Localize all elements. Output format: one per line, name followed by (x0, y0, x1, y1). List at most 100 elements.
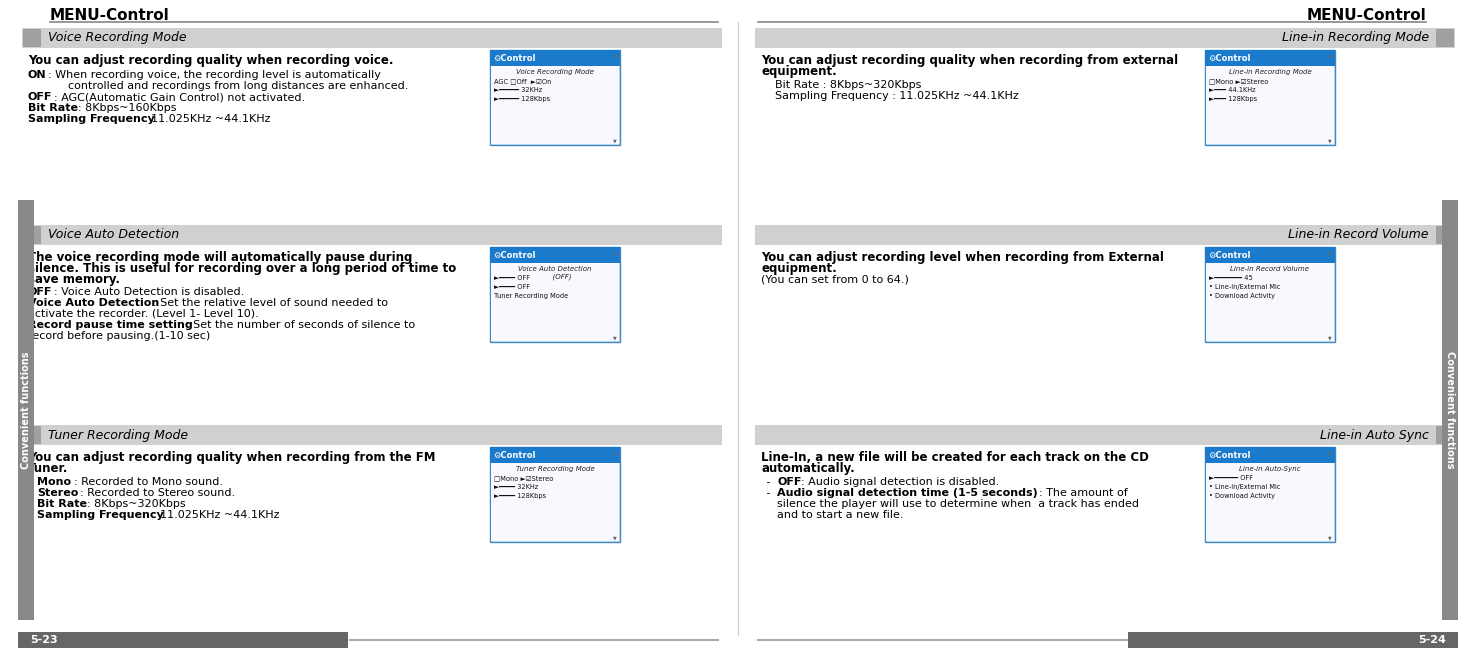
Bar (490, 50, 620, 66)
Text: : When recording voice, the recording level is automatically: : When recording voice, the recording le… (49, 70, 381, 80)
Text: ▼: ▼ (613, 535, 617, 540)
Bar (492, 463, 618, 541)
Bar (22, 425, 722, 445)
Text: : Recorded to Stereo sound.: : Recorded to Stereo sound. (80, 488, 235, 498)
Text: ▼: ▼ (613, 335, 617, 340)
Bar (1204, 50, 1334, 66)
Text: Line-In, a new file will be created for each track on the CD: Line-In, a new file will be created for … (762, 451, 1148, 464)
Text: You can adjust recording quality when recording from external: You can adjust recording quality when re… (762, 54, 1178, 67)
Text: controlled and recordings from long distances are enhanced.: controlled and recordings from long dist… (68, 81, 409, 91)
Text: (You can set from 0 to 64.): (You can set from 0 to 64.) (762, 275, 909, 285)
Text: ►━━━━━ 128Kbps: ►━━━━━ 128Kbps (494, 96, 551, 102)
Text: OFF: OFF (28, 92, 52, 102)
Text: : Set the number of seconds of silence to: : Set the number of seconds of silence t… (186, 320, 415, 330)
Text: You can adjust recording quality when recording voice.: You can adjust recording quality when re… (28, 54, 394, 67)
Bar (490, 247, 620, 342)
Text: : AGC(Automatic Gain Control) not activated.: : AGC(Automatic Gain Control) not activa… (55, 92, 306, 102)
Text: ▼: ▼ (613, 138, 617, 143)
Text: silence the player will use to determine when  a track has ended: silence the player will use to determine… (776, 499, 1139, 509)
Text: Tuner.: Tuner. (28, 462, 68, 475)
Bar (756, 225, 1455, 245)
Text: ►━━━━ OFF: ►━━━━ OFF (494, 284, 530, 290)
Bar (18, 632, 348, 648)
Text: : Audio signal detection is disabled.: : Audio signal detection is disabled. (801, 477, 999, 487)
Text: ▲: ▲ (613, 449, 617, 454)
Text: ⚙Control: ⚙Control (1207, 451, 1250, 460)
Text: Line-in Recording Mode: Line-in Recording Mode (1281, 31, 1429, 44)
Text: ►━━━━ OFF: ►━━━━ OFF (494, 275, 530, 281)
Text: Convenient functions: Convenient functions (21, 351, 31, 469)
Text: Voice Auto Detection: Voice Auto Detection (49, 228, 179, 241)
Text: Voice Auto Detection: Voice Auto Detection (28, 298, 159, 308)
Text: MENU-Control: MENU-Control (50, 8, 170, 23)
Text: Sampling Frequency: Sampling Frequency (37, 510, 164, 520)
Text: equipment.: equipment. (762, 65, 837, 78)
Text: Tuner Recording Mode: Tuner Recording Mode (494, 293, 568, 299)
Bar (1206, 263, 1334, 341)
Text: Audio signal detection time (1-5 seconds): Audio signal detection time (1-5 seconds… (776, 488, 1038, 498)
Text: : 11.025KHz ~44.1KHz: : 11.025KHz ~44.1KHz (145, 114, 270, 124)
FancyBboxPatch shape (24, 426, 41, 444)
Bar (1128, 632, 1458, 648)
Text: ▲: ▲ (613, 249, 617, 254)
Text: : Recorded to Mono sound.: : Recorded to Mono sound. (74, 477, 223, 487)
Text: □Mono ►☑Stereo: □Mono ►☑Stereo (1209, 78, 1268, 84)
Bar (22, 225, 722, 245)
Text: Line-in Auto-Sync: Line-in Auto-Sync (1240, 466, 1300, 472)
Bar (1204, 447, 1334, 542)
Text: ►━━━━ 32KHz: ►━━━━ 32KHz (494, 484, 539, 490)
Text: • Download Activity: • Download Activity (1209, 293, 1275, 299)
Text: Stereo: Stereo (37, 488, 78, 498)
Text: : The amount of: : The amount of (1039, 488, 1128, 498)
Text: equipment.: equipment. (762, 262, 837, 275)
Bar (756, 425, 1455, 445)
Text: You can adjust recording level when recording from External: You can adjust recording level when reco… (762, 251, 1165, 264)
Text: • Download Activity: • Download Activity (1209, 493, 1275, 499)
Text: ►━━━━ 128Kbps: ►━━━━ 128Kbps (494, 493, 546, 499)
Text: ►━━━━━━ OFF: ►━━━━━━ OFF (1209, 475, 1253, 481)
Bar (756, 28, 1455, 48)
Text: ON: ON (28, 70, 47, 80)
Text: ⚙Control: ⚙Control (493, 250, 536, 259)
FancyBboxPatch shape (24, 29, 41, 47)
Text: ▼: ▼ (1328, 535, 1331, 540)
Bar (490, 447, 620, 463)
Text: Line-in Record Volume: Line-in Record Volume (1231, 266, 1309, 272)
FancyBboxPatch shape (24, 226, 41, 244)
Text: Bit Rate : 8Kbps~320Kbps: Bit Rate : 8Kbps~320Kbps (775, 80, 921, 90)
Bar (490, 50, 620, 145)
Text: : Set the relative level of sound needed to: : Set the relative level of sound needed… (154, 298, 388, 308)
FancyBboxPatch shape (1436, 426, 1454, 444)
Text: Tuner Recording Mode: Tuner Recording Mode (49, 428, 187, 441)
Text: ▼: ▼ (1328, 138, 1331, 143)
Text: ⚙Control: ⚙Control (493, 53, 536, 63)
Bar (18, 200, 34, 620)
FancyBboxPatch shape (1436, 226, 1454, 244)
Text: The voice recording mode will automatically pause during: The voice recording mode will automatica… (28, 251, 412, 264)
Text: 5-24: 5-24 (1418, 635, 1446, 645)
Text: 5-23: 5-23 (30, 635, 58, 645)
Text: Line-in Recording Mode: Line-in Recording Mode (1228, 69, 1311, 75)
Text: Tuner Recording Mode: Tuner Recording Mode (515, 466, 595, 472)
Text: automatically.: automatically. (762, 462, 855, 475)
Text: ►━━━ 128Kbps: ►━━━ 128Kbps (1209, 96, 1258, 102)
Bar (1204, 50, 1334, 145)
Text: □Mono ►☑Stereo: □Mono ►☑Stereo (494, 475, 554, 481)
Text: activate the recorder. (Level 1- Level 10).: activate the recorder. (Level 1- Level 1… (28, 309, 258, 319)
Text: Sampling Frequency: Sampling Frequency (28, 114, 155, 124)
Text: • Line-in/External Mic: • Line-in/External Mic (1209, 484, 1281, 490)
Text: Line-in Record Volume: Line-in Record Volume (1289, 228, 1429, 241)
Text: Bit Rate: Bit Rate (37, 499, 87, 509)
Bar (490, 247, 620, 263)
Text: Sampling Frequency : 11.025KHz ~44.1KHz: Sampling Frequency : 11.025KHz ~44.1KHz (775, 91, 1018, 101)
Text: -: - (763, 477, 773, 487)
Text: Voice Recording Mode: Voice Recording Mode (517, 69, 593, 75)
Text: record before pausing.(1-10 sec): record before pausing.(1-10 sec) (28, 331, 210, 341)
Text: ⚙Control: ⚙Control (1207, 250, 1250, 259)
Text: ►━━━━━ 32KHz: ►━━━━━ 32KHz (494, 87, 542, 93)
Text: save memory.: save memory. (28, 273, 120, 286)
Text: Line-in Auto Sync: Line-in Auto Sync (1320, 428, 1429, 441)
Text: ▲: ▲ (1328, 249, 1331, 254)
Bar (1442, 200, 1458, 620)
Text: ▲: ▲ (1328, 52, 1331, 57)
